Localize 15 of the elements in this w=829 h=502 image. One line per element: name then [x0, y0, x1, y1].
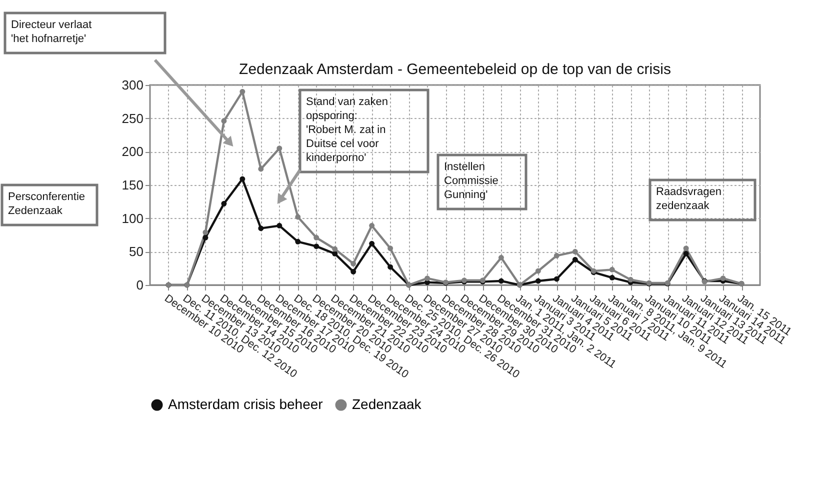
y-tick-label: 300 — [122, 78, 144, 92]
text: Directeur verlaat 'het hofnarretje' — [11, 19, 92, 45]
y-tick-label: 0 — [136, 278, 144, 292]
legend-label: Zedenzaak — [352, 396, 422, 412]
annotation: Stand van zaken opsporing: 'Robert M. zat in Duitse cel voor kinderporno' — [306, 96, 388, 164]
legend-label: Amsterdam crisis beheer — [168, 396, 324, 412]
text: Persconferentie Zedenzaak — [8, 191, 86, 217]
y-tick-label: 100 — [122, 210, 144, 226]
chart-title: Zedenzaak Amsterdam - Gemeentebeleid op de top van de crisis — [239, 61, 671, 78]
y-tick-label: 150 — [122, 178, 144, 192]
annotation: Raadsvragen zedenzaak — [656, 186, 722, 212]
y-tick-label: 250 — [122, 110, 144, 126]
y-tick-label: 50 — [129, 244, 144, 260]
y-tick-label: 200 — [122, 144, 144, 160]
annotation: Instellen Commissie Gunning' — [444, 161, 498, 201]
